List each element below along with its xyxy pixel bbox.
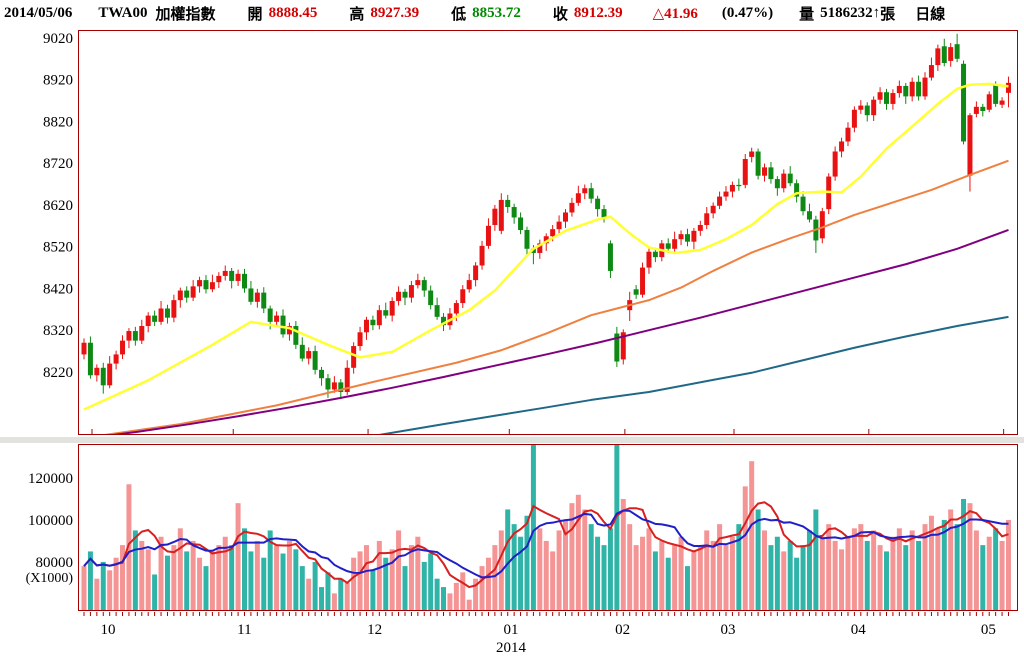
svg-text:9020: 9020	[43, 31, 73, 47]
svg-text:8220: 8220	[43, 365, 73, 381]
close-value: 8912.39	[573, 4, 623, 21]
x-axis-ticks	[83, 429, 1009, 616]
symbol-code: TWA00	[98, 4, 148, 21]
svg-text:100000: 100000	[28, 513, 73, 529]
svg-text:04: 04	[851, 622, 867, 638]
svg-text:02: 02	[615, 622, 630, 638]
svg-text:8520: 8520	[43, 240, 73, 256]
svg-text:11: 11	[237, 622, 251, 638]
volume-up-arrow-icon: ↑	[872, 4, 881, 21]
quote-date: 2014/05/06	[4, 4, 73, 21]
svg-text:120000: 120000	[28, 471, 73, 487]
open-value: 8888.45	[268, 4, 318, 21]
svg-text:80000: 80000	[36, 555, 74, 571]
svg-text:8820: 8820	[43, 114, 73, 130]
volume-bars	[81, 445, 1011, 610]
svg-text:8720: 8720	[43, 156, 73, 172]
volume-label: 量	[799, 6, 815, 23]
chart-header: 2014/05/06 TWA00 加權指數 開 8888.45 高 8927.3…	[0, 0, 1024, 26]
x-axis-month-labels: 10 11 12 01 02 03 04 05	[101, 622, 996, 638]
volume-ma-mav10	[83, 509, 1009, 579]
change-percent: (0.47%)	[721, 4, 774, 21]
price-pane-border	[78, 30, 1018, 435]
candlestick-series	[81, 33, 1011, 400]
price-ma-ma240	[378, 315, 1009, 434]
pane-separator	[0, 437, 1024, 443]
low-value: 8853.72	[472, 4, 521, 21]
volume-value: 5186232	[820, 4, 873, 21]
svg-text:8320: 8320	[43, 323, 73, 339]
price-ma-ma60	[104, 159, 1009, 434]
svg-text:01: 01	[504, 622, 519, 638]
x-axis-year-label: 2014	[496, 640, 527, 656]
svg-text:03: 03	[721, 622, 736, 638]
svg-text:12: 12	[367, 622, 382, 638]
price-ma-ma20	[83, 82, 1009, 411]
volume-pane-border	[78, 444, 1018, 611]
svg-text:8920: 8920	[43, 73, 73, 89]
low-label: 低	[451, 6, 467, 23]
volume-unit: 張	[880, 6, 896, 23]
svg-text:10: 10	[101, 622, 116, 638]
change-value: △41.96	[652, 5, 698, 22]
svg-text:05: 05	[981, 622, 996, 638]
price-pane[interactable]	[78, 30, 1018, 435]
high-label: 高	[349, 6, 365, 23]
price-ma-ma120	[112, 229, 1009, 434]
volume-pane[interactable]	[78, 444, 1018, 611]
high-value: 8927.39	[370, 4, 420, 21]
volume-axis-labels: 120000 100000 80000	[28, 471, 73, 571]
svg-text:8620: 8620	[43, 198, 73, 214]
period-label: 日線	[915, 6, 946, 23]
volume-unit-label: (X1000)	[26, 571, 74, 586]
price-axis-labels: 9020 8920 8820 8720 8620 8520 8420 8320 8220	[43, 31, 73, 381]
open-label: 開	[247, 6, 263, 23]
svg-text:8420: 8420	[43, 281, 73, 297]
close-label: 收	[552, 6, 568, 23]
symbol-name: 加權指數	[155, 6, 216, 23]
